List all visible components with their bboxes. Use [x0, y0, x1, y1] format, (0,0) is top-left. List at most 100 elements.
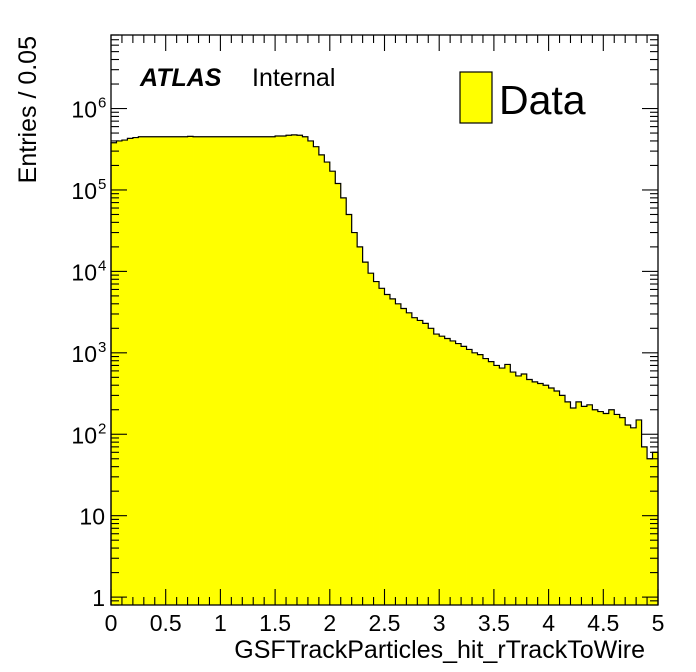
histogram-bin	[193, 136, 199, 605]
histogram-bin	[154, 136, 161, 605]
histogram-bin	[636, 419, 642, 605]
histogram-bin	[608, 409, 615, 605]
histogram-bin	[264, 136, 271, 605]
histogram-bin	[510, 372, 517, 605]
histogram-outline	[110, 134, 659, 605]
x-tick-label: 4.5	[587, 610, 619, 636]
histogram-bin	[586, 404, 593, 605]
y-tick-exponent: 5	[98, 176, 106, 193]
histogram-bin	[543, 385, 549, 605]
histogram-bin	[581, 406, 588, 605]
histogram-bin	[461, 346, 467, 605]
histogram-bin	[575, 401, 582, 605]
x-tick-label: 3.5	[478, 610, 510, 636]
y-tick-exponent: 4	[98, 257, 106, 274]
histogram-bin	[482, 358, 489, 605]
histogram-bin	[340, 197, 347, 605]
histogram-bin	[444, 338, 451, 605]
histogram-bin	[521, 373, 528, 605]
histogram-bin	[165, 136, 172, 605]
histogram-bin	[433, 334, 440, 605]
histogram-bin	[236, 136, 243, 605]
histogram-bin	[450, 340, 457, 605]
histogram-bin	[269, 136, 276, 605]
histogram-bin	[641, 446, 648, 605]
histogram-bin	[428, 328, 435, 605]
histogram-bin	[592, 409, 599, 605]
x-tick-label: 5	[652, 610, 665, 636]
x-tick-label: 0	[105, 610, 118, 636]
histogram-bin	[258, 136, 265, 605]
y-tick-label: 10	[71, 341, 97, 367]
histogram-bin	[280, 135, 287, 605]
y-tick-label: 10	[79, 504, 105, 530]
histogram-bin	[603, 413, 610, 605]
y-axis-label: Entries / 0.05	[14, 36, 42, 183]
y-tick-exponent: 6	[98, 95, 106, 112]
histogram-bin	[203, 136, 210, 605]
histogram-bin	[362, 262, 369, 605]
histogram-bin	[231, 136, 238, 605]
atlas-status-label: Internal	[252, 64, 335, 92]
histogram-bin	[389, 298, 396, 605]
histogram-bin	[335, 183, 342, 605]
histogram-bin	[422, 323, 429, 605]
histogram-bin	[302, 136, 309, 605]
y-tick-exponent: 3	[98, 339, 106, 356]
histogram-bin	[554, 390, 560, 605]
histogram-bin	[559, 395, 566, 605]
histogram-bin	[373, 281, 380, 605]
x-tick-label: 3	[433, 610, 446, 636]
histogram-bin	[466, 349, 473, 605]
histogram-bin	[291, 134, 298, 605]
histogram-bin	[619, 417, 626, 605]
legend-swatch-data	[459, 71, 493, 124]
histogram-bin	[455, 343, 462, 605]
histogram-bin	[477, 354, 484, 605]
histogram-bin	[395, 303, 402, 605]
histogram-bin	[597, 411, 604, 605]
histogram-bin	[406, 312, 413, 605]
histogram-bin	[472, 352, 478, 605]
histogram-bin	[149, 136, 156, 605]
histogram-bin	[313, 146, 320, 605]
histogram-bars	[110, 134, 659, 606]
histogram-bin	[384, 294, 391, 605]
atlas-label: ATLAS	[139, 64, 222, 92]
histogram-bin	[286, 135, 292, 606]
histogram-bin	[324, 162, 331, 605]
x-tick-label: 1	[214, 610, 227, 636]
histogram-bin	[368, 273, 374, 605]
histogram-bin	[187, 136, 194, 606]
histogram-bin	[182, 136, 188, 605]
histogram-bin	[515, 375, 522, 605]
histogram-bin	[488, 361, 495, 605]
y-tick-label: 10	[71, 259, 97, 285]
histogram-bin	[247, 136, 254, 605]
x-tick-label: 0.5	[150, 610, 182, 636]
histogram-bin	[138, 136, 145, 605]
histogram-bin	[417, 320, 424, 605]
histogram-bin	[504, 364, 511, 605]
histogram-bin	[570, 408, 577, 605]
histogram-bin	[351, 232, 358, 606]
histogram-bin	[411, 317, 418, 605]
histogram-bin	[253, 136, 260, 605]
histogram-bin	[614, 414, 621, 605]
histogram-bin	[307, 140, 314, 605]
histogram-bin	[198, 136, 205, 605]
histogram-bin	[499, 368, 506, 605]
histogram-bin	[526, 379, 533, 605]
histogram-bin	[318, 154, 325, 605]
y-tick-exponent: 2	[98, 420, 106, 437]
y-tick-label: 10	[71, 97, 97, 123]
histogram-bin	[630, 427, 637, 605]
y-tick-label: 10	[71, 178, 97, 204]
histogram-bin	[379, 288, 385, 605]
x-tick-label: 2.5	[369, 610, 401, 636]
histogram-bin	[275, 135, 281, 605]
y-tick-label: 1	[92, 585, 105, 611]
histogram-bin	[537, 383, 544, 605]
histogram-bin	[132, 137, 139, 605]
